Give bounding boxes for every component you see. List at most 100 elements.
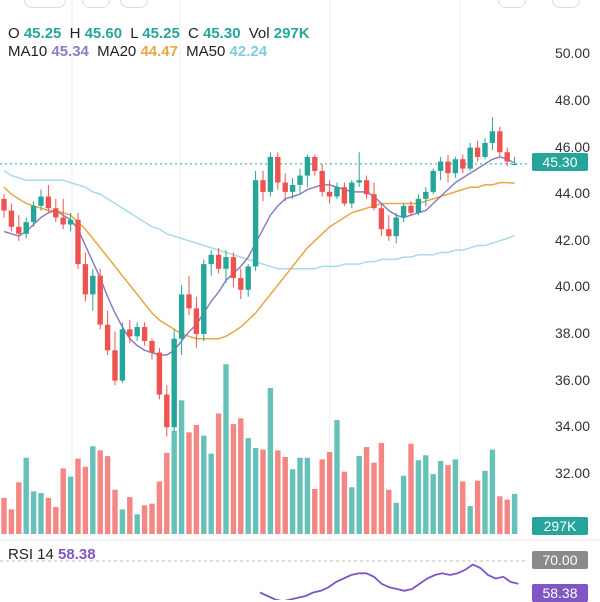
candle-body [75, 219, 81, 265]
candle-body [415, 198, 422, 213]
volume-bar [178, 400, 185, 534]
volume-bar [504, 499, 510, 534]
candle [208, 250, 214, 276]
candle-body [90, 275, 96, 295]
candle-body [378, 208, 385, 230]
candle [53, 198, 59, 223]
candle-body [119, 329, 126, 381]
candle [112, 331, 118, 386]
candle-body [275, 156, 281, 183]
volume-bar [53, 506, 59, 534]
candle [289, 177, 296, 199]
toolbar-button[interactable] [120, 0, 148, 8]
y-tick-label: 48.00 [554, 92, 590, 108]
candle-body [386, 229, 392, 237]
volume-bar [356, 456, 362, 534]
candle-body [304, 156, 311, 176]
candle-body [112, 350, 118, 381]
y-tick-label: 46.00 [554, 138, 590, 155]
candle [445, 154, 451, 183]
candle [215, 247, 222, 274]
candle-body [267, 156, 274, 192]
candle [371, 182, 377, 211]
candle [23, 217, 29, 239]
candle-body [38, 196, 44, 206]
candle-body [474, 147, 481, 157]
candle [489, 117, 496, 150]
volume-value: 297K [273, 25, 310, 42]
y-tick-label: 50.00 [554, 45, 590, 62]
candle-body [30, 205, 37, 223]
grid-lines [71, 0, 461, 540]
ma50-value: 42.24 [229, 43, 268, 60]
volume-bar [282, 456, 288, 534]
toolbar-button[interactable] [552, 0, 580, 8]
y-tick-label: 40.00 [554, 278, 590, 295]
candle [75, 212, 81, 269]
candle [230, 252, 237, 288]
candle-body [178, 294, 185, 339]
volume-bar [363, 447, 370, 534]
candle [356, 152, 362, 188]
candle [134, 322, 140, 341]
volume-bar [260, 449, 266, 534]
volume-bar [215, 413, 222, 534]
volume-bar [430, 474, 436, 534]
candle-body [1, 198, 7, 211]
low-value: 45.25 [142, 25, 180, 42]
candle [60, 198, 66, 230]
volume-bar [267, 388, 274, 534]
candle [1, 194, 7, 218]
candle-body [312, 156, 318, 171]
candle [452, 156, 459, 178]
candle [201, 259, 207, 341]
candle-body [164, 394, 170, 428]
candle [186, 275, 192, 316]
candle-body [504, 152, 510, 162]
ma-legend: MA10 45.34 MA20 44.47 MA50 42.24 [8, 43, 267, 60]
candle-body [245, 266, 251, 290]
candle [90, 268, 96, 311]
open-value: 45.25 [23, 25, 62, 42]
candle [38, 189, 44, 211]
toolbar-button[interactable] [24, 0, 66, 8]
low-label: L [130, 25, 139, 42]
y-tick-label: 38.00 [554, 325, 590, 341]
volume-bar [127, 497, 133, 534]
candle-body [171, 338, 177, 428]
candle-body [149, 340, 155, 353]
candle [408, 201, 414, 216]
candle-body [319, 170, 325, 192]
candle-body [297, 175, 303, 185]
ma20-line [3, 181, 515, 340]
rsi-label: RSI 14 [8, 546, 54, 563]
candle-body [230, 257, 237, 279]
volume-bar [1, 497, 7, 534]
toolbar-button[interactable] [498, 0, 526, 8]
high-label: H [69, 25, 81, 42]
volume-bar [186, 432, 192, 534]
candle [245, 264, 251, 297]
toolbar-button[interactable] [82, 0, 110, 8]
candle [423, 187, 429, 206]
volume-bar [201, 435, 207, 534]
candle [260, 170, 266, 202]
candle-body [156, 352, 163, 395]
volume-bar [164, 452, 170, 534]
volume-bar [238, 418, 244, 534]
volume-bar [489, 449, 496, 534]
volume-bar [312, 488, 318, 534]
close-label: C [187, 25, 199, 42]
open-label: O [8, 25, 20, 42]
ohlc-legend: O 45.25 H 45.60 L 45.25 C 45.30 Vol 297K [8, 25, 310, 42]
candle-body [467, 147, 473, 169]
candle-body [423, 191, 429, 199]
candle-body [45, 196, 52, 209]
candle-body [349, 182, 355, 204]
volume-bar [437, 461, 444, 534]
rsi-line [259, 563, 519, 600]
volume-bar [408, 443, 414, 534]
volume-bar [275, 450, 281, 534]
candle [341, 182, 348, 206]
